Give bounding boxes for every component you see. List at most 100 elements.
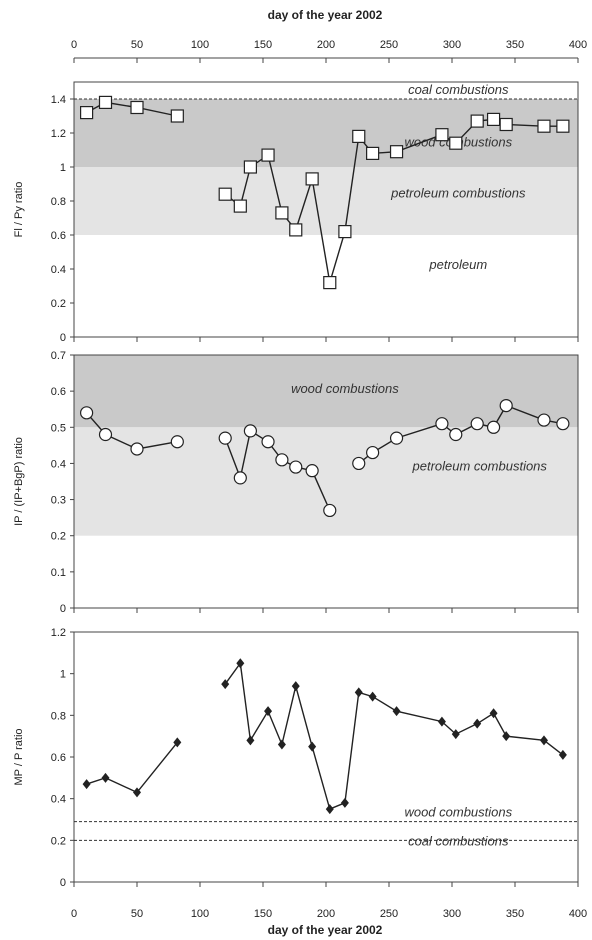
y-tick-label: 0.6 — [51, 752, 66, 764]
top-x-axis-title: day of the year 2002 — [268, 8, 383, 22]
data-point — [325, 804, 334, 815]
y-tick-label: 0.5 — [51, 422, 66, 434]
top-x-tick-labels: 0 50 100 150 200 250 300 350 400 — [71, 39, 587, 51]
y-axis-label: IP / (IP+BgP) ratio — [13, 437, 25, 526]
data-point — [366, 445, 380, 460]
data-point — [98, 95, 113, 110]
zone-label: petroleum — [428, 257, 487, 272]
y-tick-label: 0.8 — [51, 196, 66, 208]
data-point — [499, 399, 513, 413]
data-point — [499, 117, 513, 132]
data-point — [233, 471, 247, 485]
bottom-x-tick-label: 50 — [131, 908, 143, 920]
data-point — [261, 148, 275, 162]
y-tick-label: 0.4 — [51, 458, 66, 470]
data-point — [233, 199, 247, 213]
y-tick-label: 1.2 — [51, 627, 66, 639]
data-point — [502, 731, 511, 742]
data-point — [449, 427, 463, 442]
y-axis-label: MP / P ratio — [13, 728, 25, 785]
bottom-x-tick-label: 300 — [443, 908, 461, 920]
zone-label: wood combustions — [291, 381, 399, 396]
y-tick-label: 0.8 — [51, 710, 66, 722]
data-point — [218, 431, 232, 445]
y-tick-label: 0.2 — [51, 835, 66, 847]
data-point — [389, 431, 404, 445]
y-tick-label: 0.7 — [51, 350, 66, 362]
data-point — [323, 276, 337, 290]
data-point — [558, 749, 567, 760]
data-point — [486, 420, 501, 434]
data-point — [243, 160, 257, 174]
data-point — [170, 435, 184, 449]
data-point — [338, 225, 352, 239]
data-point — [79, 105, 94, 120]
zone-band — [74, 427, 578, 536]
top-x-tick-label: 250 — [380, 39, 398, 51]
data-point — [537, 119, 551, 133]
data-point — [435, 417, 449, 431]
top-x-tick-label: 0 — [71, 39, 77, 51]
series-line — [224, 661, 564, 811]
bottom-x-tick-label: 100 — [191, 908, 209, 920]
data-point — [556, 417, 570, 431]
bottom-x-tick-labels: 0 50 100 150 200 250 300 350 400 — [71, 908, 587, 920]
reference-line-label: coal combustions — [408, 82, 509, 97]
data-point — [79, 406, 94, 420]
data-point — [305, 464, 319, 478]
top-x-tick-label: 300 — [443, 39, 461, 51]
data-point — [289, 460, 303, 474]
bottom-x-tick-label: 0 — [71, 908, 77, 920]
data-point — [392, 706, 401, 717]
data-point — [354, 687, 363, 698]
bottom-x-tick-label: 250 — [380, 908, 398, 920]
data-point — [246, 735, 255, 746]
data-point — [305, 172, 319, 186]
y-tick-label: 0.6 — [51, 230, 66, 242]
data-point — [473, 718, 482, 729]
data-point — [352, 456, 366, 471]
data-point — [539, 735, 548, 746]
data-point — [218, 187, 232, 201]
data-point — [449, 136, 463, 150]
data-point — [289, 223, 303, 237]
bottom-x-tick-label: 150 — [254, 908, 272, 920]
data-point — [170, 109, 184, 123]
series-line — [86, 741, 178, 794]
data-point — [368, 691, 377, 702]
y-axis-label: Fl / Py ratio — [13, 182, 25, 238]
y-tick-label: 0.1 — [51, 567, 66, 579]
y-tick-label: 0 — [60, 603, 66, 615]
data-point — [389, 145, 404, 159]
top-x-tick-marks — [73, 58, 579, 63]
y-tick-label: 1 — [60, 162, 66, 174]
data-point — [173, 737, 182, 748]
data-point — [236, 658, 245, 669]
y-tick-label: 0.2 — [51, 298, 66, 310]
data-point — [261, 435, 275, 449]
data-point — [556, 119, 570, 133]
data-point — [323, 503, 337, 518]
bottom-x-tick-label: 350 — [506, 908, 524, 920]
y-tick-label: 1.2 — [51, 128, 66, 140]
top-x-tick-label: 350 — [506, 39, 524, 51]
data-point — [277, 739, 286, 750]
top-x-tick-label: 150 — [254, 39, 272, 51]
zone-label: petroleum combustions — [412, 459, 548, 474]
top-x-tick-label: 400 — [569, 39, 587, 51]
reference-line-label: coal combustions — [408, 834, 509, 849]
y-tick-label: 0.4 — [51, 264, 66, 276]
data-point — [275, 206, 289, 220]
data-point — [98, 427, 113, 442]
data-point — [130, 442, 144, 456]
series-line — [86, 101, 178, 117]
zone-band — [74, 99, 578, 167]
data-point — [291, 681, 300, 692]
y-tick-label: 0.3 — [51, 495, 66, 507]
data-point — [133, 787, 141, 798]
data-point — [437, 716, 446, 727]
y-tick-label: 0.4 — [51, 794, 66, 806]
top-x-tick-label: 100 — [191, 39, 209, 51]
